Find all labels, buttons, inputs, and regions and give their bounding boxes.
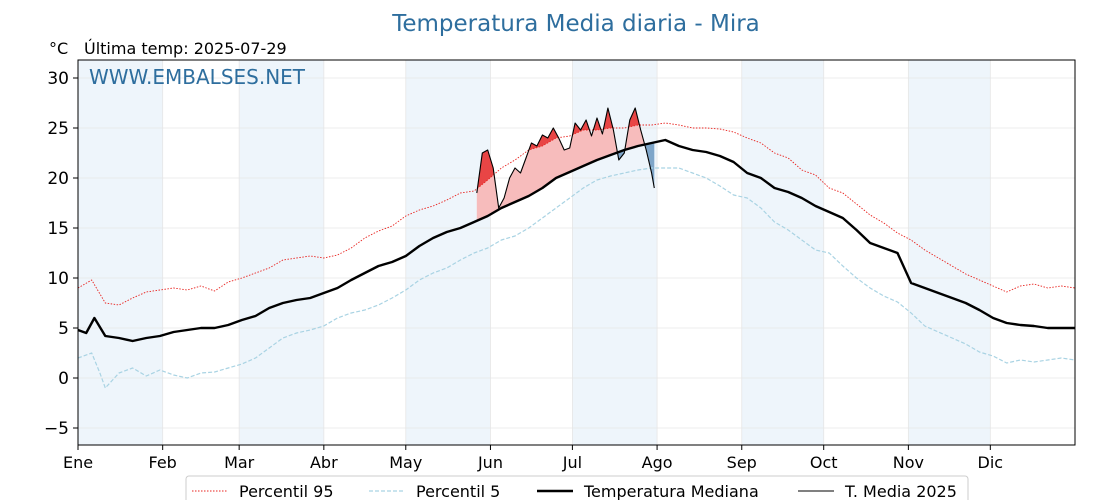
y-tick-label: 30	[47, 69, 69, 89]
legend-label: Percentil 5	[416, 482, 500, 500]
legend: Percentil 95 Percentil 5 Temperatura Media…	[185, 475, 969, 500]
current-year-line	[476, 107, 655, 209]
above-p95-fill	[629, 108, 640, 127]
x-tick-label: Mar	[224, 453, 255, 472]
x-tick-label: Dic	[978, 453, 1004, 472]
month-shade-band	[908, 60, 991, 445]
grid-lines	[77, 60, 1075, 445]
above-p95-fill	[573, 120, 589, 135]
axes: −5 0 5 10 15 20 25 30 Ene Feb Mar Abr May Jun Jul Ago Se…	[44, 69, 1003, 472]
y-tick-label: −5	[44, 419, 69, 439]
series-lines	[77, 107, 1076, 389]
legend-label: Temperatura Mediana	[583, 482, 759, 500]
y-tick-label: 20	[47, 169, 69, 189]
chart-title: Temperatura Media diaria - Mira	[391, 11, 760, 37]
x-tick-label: Jul	[562, 453, 582, 472]
legend-box	[185, 475, 969, 500]
above-median-fill	[476, 108, 618, 221]
x-tick-label: Abr	[310, 453, 338, 472]
above-p95-fill	[603, 108, 613, 129]
month-shade-band	[78, 60, 163, 445]
month-shade-band	[239, 60, 324, 445]
month-shade-band	[572, 60, 658, 445]
plot-frame	[77, 59, 1076, 446]
watermark-text: WWW.EMBALSES.NET	[89, 65, 306, 89]
y-tick-label: 10	[47, 269, 69, 289]
x-tick-label: Feb	[149, 453, 177, 472]
median-line	[77, 138, 1075, 343]
x-tick-label: Nov	[893, 453, 924, 472]
x-tick-label: Ene	[63, 453, 93, 472]
last-temp-label: Última temp: 2025-07-29	[84, 39, 287, 58]
month-shading	[78, 60, 991, 445]
legend-label: T. Media 2025	[844, 482, 957, 500]
percentile-95-line	[77, 122, 1076, 306]
unit-label: °C	[49, 39, 68, 58]
month-shade-band	[405, 60, 491, 445]
above-p95-fill	[593, 118, 601, 130]
x-tick-label: Jun	[477, 453, 503, 472]
x-tick-label: Sep	[727, 453, 757, 472]
y-tick-label: 25	[47, 119, 69, 139]
x-tick-label: Oct	[810, 453, 838, 472]
legend-label: Percentil 95	[239, 482, 334, 500]
y-tick-label: 0	[58, 369, 69, 389]
y-tick-label: 15	[47, 219, 69, 239]
month-shade-band	[741, 60, 824, 445]
y-tick-label: 5	[58, 319, 69, 339]
above-median-fill	[625, 108, 645, 150]
x-tick-label: May	[389, 453, 422, 472]
percentile-5-line	[77, 167, 1076, 389]
x-tick-label: Ago	[642, 453, 673, 472]
